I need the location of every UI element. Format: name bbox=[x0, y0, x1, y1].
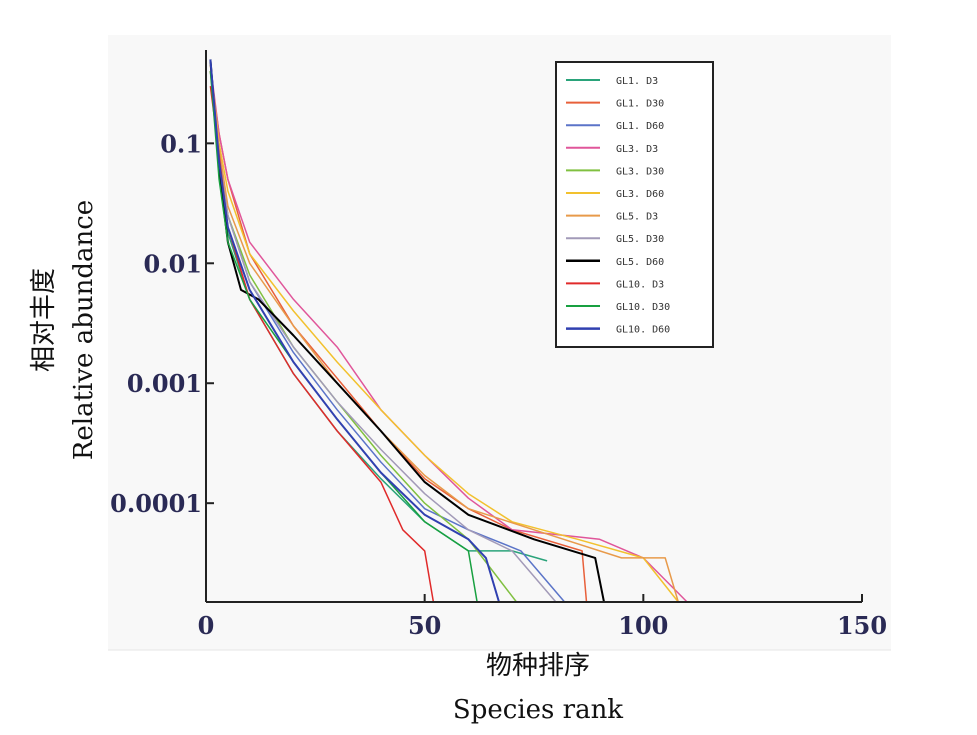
y-axis-title-cn: 相对丰度 bbox=[29, 268, 59, 372]
y-tick-label: 0.1 bbox=[160, 129, 202, 158]
legend-box bbox=[555, 61, 714, 348]
legend-label: GL5. D3 bbox=[616, 212, 658, 223]
y-axis-title-en: Relative abundance bbox=[69, 200, 99, 460]
legend-label: GL3. D3 bbox=[616, 144, 658, 155]
x-tick-label: 100 bbox=[618, 611, 668, 640]
x-axis-title: 物种排序 Species rank bbox=[453, 651, 623, 725]
legend: GL1. D3 GL1. D30 GL1. D60 GL3. D3 GL3. D30 GL… bbox=[555, 61, 714, 348]
legend-label: GL10. D60 bbox=[616, 325, 670, 336]
y-tick-label: 0.01 bbox=[144, 249, 202, 278]
legend-label: GL3. D60 bbox=[616, 189, 664, 200]
x-tick-label: 50 bbox=[408, 611, 441, 640]
plot-background bbox=[108, 35, 891, 650]
x-axis-title-en: Species rank bbox=[453, 695, 623, 725]
legend-label: GL5. D30 bbox=[616, 234, 664, 245]
y-ticks: 0.1 0.01 0.001 0.0001 bbox=[110, 129, 214, 518]
series-line-gl5-d30 bbox=[209, 64, 557, 603]
y-tick-label: 0.0001 bbox=[110, 489, 202, 518]
legend-label: GL1. D60 bbox=[616, 121, 664, 132]
x-tick-label: 0 bbox=[198, 611, 215, 640]
y-axis-title: 相对丰度 Relative abundance bbox=[29, 200, 99, 460]
legend-label: GL1. D3 bbox=[616, 76, 658, 87]
x-tick-label: 150 bbox=[837, 611, 887, 640]
legend-label: GL10. D3 bbox=[616, 279, 664, 290]
legend-label: GL10. D30 bbox=[616, 302, 670, 313]
legend-label: GL5. D60 bbox=[616, 257, 664, 268]
series-line-gl5-d60 bbox=[209, 59, 653, 603]
series-layer bbox=[209, 59, 788, 603]
series-line-gl3-d60 bbox=[209, 64, 679, 603]
x-ticks: 0 50 100 150 bbox=[198, 594, 887, 640]
legend-label: GL3. D30 bbox=[616, 166, 664, 177]
y-tick-label: 0.001 bbox=[127, 369, 202, 398]
series-line-gl10-d60 bbox=[209, 59, 500, 603]
x-axis-title-cn: 物种排序 bbox=[486, 651, 590, 681]
legend-label: GL1. D30 bbox=[616, 99, 664, 110]
